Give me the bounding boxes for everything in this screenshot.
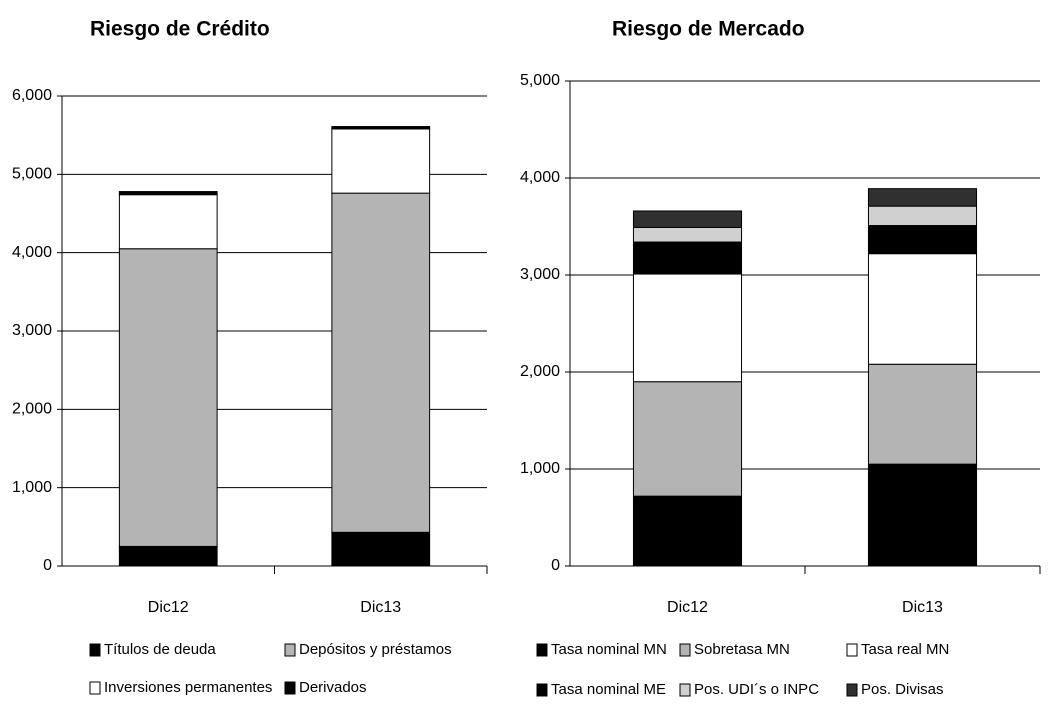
- bar-segment: [867, 205, 978, 227]
- y-tick-label: 3,000: [520, 266, 560, 283]
- legend-swatch: [846, 683, 858, 697]
- legend-label: Sobretasa MN: [694, 641, 790, 658]
- bar-segment: [331, 128, 431, 194]
- x-tick-label: Dic13: [360, 599, 401, 616]
- bar-segment: [867, 188, 978, 207]
- legend-swatch: [89, 681, 101, 695]
- legend-label: Depósitos y préstamos: [299, 641, 452, 658]
- y-tick-label: 0: [551, 557, 560, 574]
- x-tick-label: Dic13: [902, 599, 943, 616]
- legend-swatch: [679, 683, 691, 697]
- bar-segment: [331, 192, 431, 533]
- legend-label: Pos. Divisas: [861, 681, 944, 698]
- bar-segment: [867, 363, 978, 465]
- bar-segment: [118, 545, 218, 567]
- bar-segment: [632, 495, 743, 567]
- bar-segment: [867, 253, 978, 365]
- legend-label: Tasa nominal ME: [551, 681, 666, 698]
- bar-segment: [118, 191, 218, 196]
- bar-segment: [867, 463, 978, 567]
- legend-label: Tasa nominal MN: [551, 641, 667, 658]
- y-tick-label: 3,000: [12, 322, 52, 339]
- bar-segment: [331, 126, 431, 130]
- legend-swatch: [536, 643, 548, 657]
- legend-swatch: [679, 643, 691, 657]
- bar-segment: [867, 225, 978, 255]
- legend-swatch: [284, 643, 296, 657]
- bar-segment: [632, 273, 743, 383]
- y-tick-label: 0: [43, 557, 52, 574]
- y-tick-label: 5,000: [12, 166, 52, 183]
- bar-segment: [632, 210, 743, 228]
- bar-segment: [632, 241, 743, 275]
- x-tick-label: Dic12: [667, 599, 708, 616]
- legend-label: Derivados: [299, 679, 367, 696]
- y-tick-label: 5,000: [520, 72, 560, 89]
- y-tick-label: 4,000: [520, 169, 560, 186]
- legend-label: Tasa real MN: [861, 641, 949, 658]
- bar-segment: [331, 531, 431, 567]
- x-tick-label: Dic12: [148, 599, 189, 616]
- bar-segment: [118, 194, 218, 250]
- y-tick-label: 2,000: [12, 401, 52, 418]
- bar-segment: [632, 226, 743, 243]
- chart-title: Riesgo de Mercado: [612, 18, 805, 41]
- legend-label: Pos. UDI´s o INPC: [694, 681, 819, 698]
- y-tick-label: 4,000: [12, 244, 52, 261]
- bar-segment: [632, 381, 743, 497]
- y-tick-label: 1,000: [520, 460, 560, 477]
- y-tick-label: 6,000: [12, 87, 52, 104]
- legend-swatch: [89, 643, 101, 657]
- legend-label: Títulos de deuda: [104, 641, 216, 658]
- legend-label: Inversiones permanentes: [104, 679, 272, 696]
- y-tick-label: 2,000: [520, 363, 560, 380]
- legend-swatch: [284, 681, 296, 695]
- y-tick-label: 1,000: [12, 479, 52, 496]
- chart-title: Riesgo de Crédito: [90, 18, 270, 41]
- legend-swatch: [536, 683, 548, 697]
- bar-segment: [118, 248, 218, 547]
- legend-swatch: [846, 643, 858, 657]
